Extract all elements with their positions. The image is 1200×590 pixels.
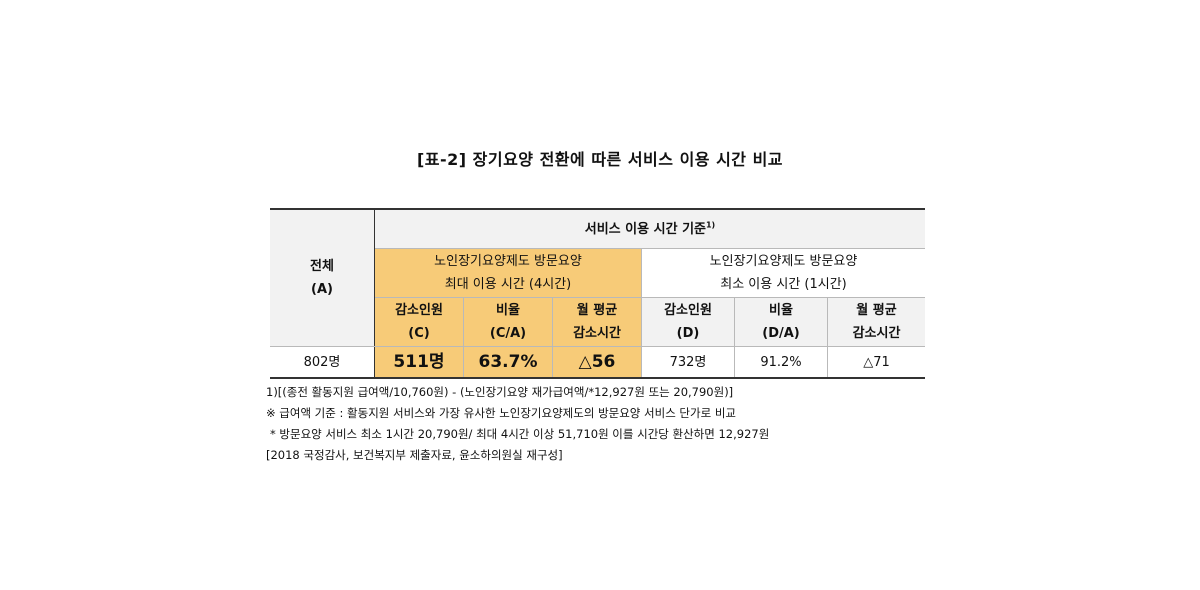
cell-min-avg-time: △71 <box>827 346 925 379</box>
service-header-label: 서비스 이용 시간 기준 <box>584 221 706 237</box>
service-header: 서비스 이용 시간 기준1) <box>374 208 925 249</box>
max-group-header: 노인장기요양제도 방문요양 최대 이용 시간 (4시간) <box>374 248 642 298</box>
col-header-label: 감소인원 <box>664 303 712 318</box>
col-header-label: 월 평균 <box>576 303 618 318</box>
col-header-label: 감소시간 <box>852 326 901 341</box>
footnote-source: [2018 국정감사, 보건복지부 제출자료, 윤소하의원실 재구성] <box>266 448 563 462</box>
cell-max-ratio: 63.7% <box>463 346 553 379</box>
service-header-footnote: 1) <box>705 220 716 230</box>
cell-max-avg-time: △56 <box>552 346 642 379</box>
col-header-label: 월 평균 <box>856 303 897 318</box>
footnotes: 1)[(종전 활동지원 급여액/10,760원) - (노인장기요양 재가급여액… <box>266 382 769 466</box>
total-header-label: 전체 <box>310 259 334 274</box>
data-row: 802명 511명 63.7% △56 732명 91.2% △71 <box>270 346 925 379</box>
col-header-min-reduced: 감소인원 (D) <box>641 297 735 347</box>
total-header: 전체 (A) <box>270 208 375 347</box>
header-row-3: 감소인원 (C) 비율 (C/A) 월 평균 감소시간 감소인원 (D) 비율 … <box>270 297 925 347</box>
min-group-subtitle: 최소 이용 시간 (1시간) <box>720 277 847 292</box>
col-header-code: (D) <box>676 326 700 341</box>
col-header-min-avg-time: 월 평균 감소시간 <box>827 297 925 347</box>
comparison-table: 전체 (A) 서비스 이용 시간 기준1) 노인장기요양제도 방문요양 최대 이… <box>270 208 925 379</box>
col-header-min-ratio: 비율 (D/A) <box>734 297 828 347</box>
col-header-code: (C/A) <box>489 326 527 341</box>
min-group-header: 노인장기요양제도 방문요양 최소 이용 시간 (1시간) <box>641 248 925 298</box>
max-group-subtitle: 최대 이용 시간 (4시간) <box>444 277 572 292</box>
header-row-1: 전체 (A) 서비스 이용 시간 기준1) <box>270 208 925 347</box>
col-header-label: 비율 <box>496 303 520 318</box>
cell-max-reduced: 511명 <box>374 346 464 379</box>
col-header-max-reduced: 감소인원 (C) <box>374 297 464 347</box>
col-header-max-ratio: 비율 (C/A) <box>463 297 553 347</box>
col-header-label: 비율 <box>769 303 793 318</box>
footnote-formula: 1)[(종전 활동지원 급여액/10,760원) - (노인장기요양 재가급여액… <box>266 385 734 399</box>
col-header-code: (C) <box>408 326 430 341</box>
col-header-label: 감소시간 <box>573 326 621 341</box>
col-header-code: (D/A) <box>762 326 800 341</box>
cell-min-reduced: 732명 <box>641 346 735 379</box>
min-group-title: 노인장기요양제도 방문요양 <box>709 254 858 269</box>
footnote-basis: ※ 급여액 기준 : 활동지원 서비스와 가장 유사한 노인장기요양제도의 방문… <box>266 406 736 420</box>
table-title: [표-2] 장기요양 전환에 따른 서비스 이용 시간 비교 <box>416 150 784 169</box>
footnote-unit-price: * 방문요양 서비스 최소 1시간 20,790원/ 최대 4시간 이상 51,… <box>270 427 770 441</box>
col-header-label: 감소인원 <box>395 303 443 318</box>
cell-total: 802명 <box>270 346 375 379</box>
total-header-code: (A) <box>311 282 333 297</box>
cell-min-ratio: 91.2% <box>734 346 828 379</box>
col-header-max-avg-time: 월 평균 감소시간 <box>552 297 642 347</box>
max-group-title: 노인장기요양제도 방문요양 <box>434 254 582 269</box>
